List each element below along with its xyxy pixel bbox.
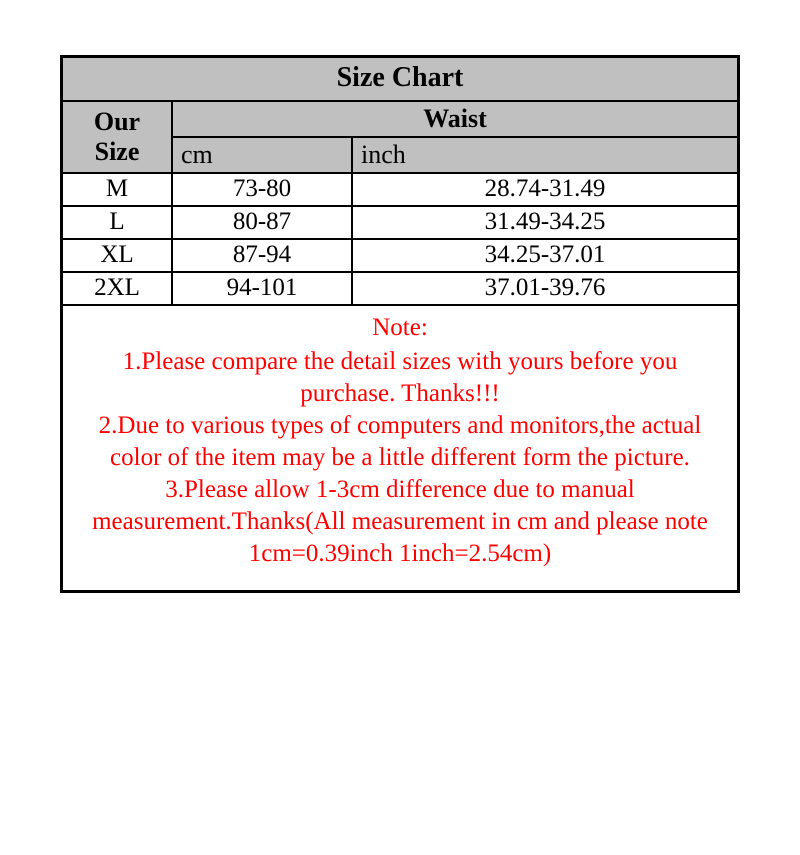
table-row: L80-8731.49-34.25 <box>63 207 737 240</box>
cell-inch: 31.49-34.25 <box>353 207 737 240</box>
note-line: 1.Please compare the detail sizes with y… <box>81 346 719 410</box>
header-cm: cm <box>173 138 353 174</box>
note-line: 2.Due to various types of computers and … <box>81 410 719 474</box>
cell-inch: 28.74-31.49 <box>353 174 737 207</box>
cell-inch: 37.01-39.76 <box>353 273 737 306</box>
table-row: XL87-9434.25-37.01 <box>63 240 737 273</box>
table-header: Our Size Waist cm inch <box>63 102 737 174</box>
cell-cm: 73-80 <box>173 174 353 207</box>
table-row: M73-8028.74-31.49 <box>63 174 737 207</box>
note-block: Note: 1.Please compare the detail sizes … <box>63 306 737 590</box>
cell-size: L <box>63 207 173 240</box>
header-waist: Waist <box>173 102 737 138</box>
cell-cm: 80-87 <box>173 207 353 240</box>
cell-size: 2XL <box>63 273 173 306</box>
cell-cm: 87-94 <box>173 240 353 273</box>
table-title: Size Chart <box>63 58 737 102</box>
table-body: M73-8028.74-31.49L80-8731.49-34.25XL87-9… <box>63 174 737 306</box>
size-chart-container: Size Chart Our Size Waist cm inch M73-80… <box>60 55 740 593</box>
header-inch: inch <box>353 138 737 174</box>
cell-cm: 94-101 <box>173 273 353 306</box>
cell-size: XL <box>63 240 173 273</box>
cell-inch: 34.25-37.01 <box>353 240 737 273</box>
cell-size: M <box>63 174 173 207</box>
note-line: 3.Please allow 1-3cm difference due to m… <box>81 474 719 570</box>
table-row: 2XL94-10137.01-39.76 <box>63 273 737 306</box>
header-our-size-line2: Size <box>71 137 163 167</box>
note-title: Note: <box>81 312 719 344</box>
header-our-size: Our Size <box>63 102 173 174</box>
note-lines: 1.Please compare the detail sizes with y… <box>81 346 719 570</box>
header-our-size-line1: Our <box>71 107 163 137</box>
